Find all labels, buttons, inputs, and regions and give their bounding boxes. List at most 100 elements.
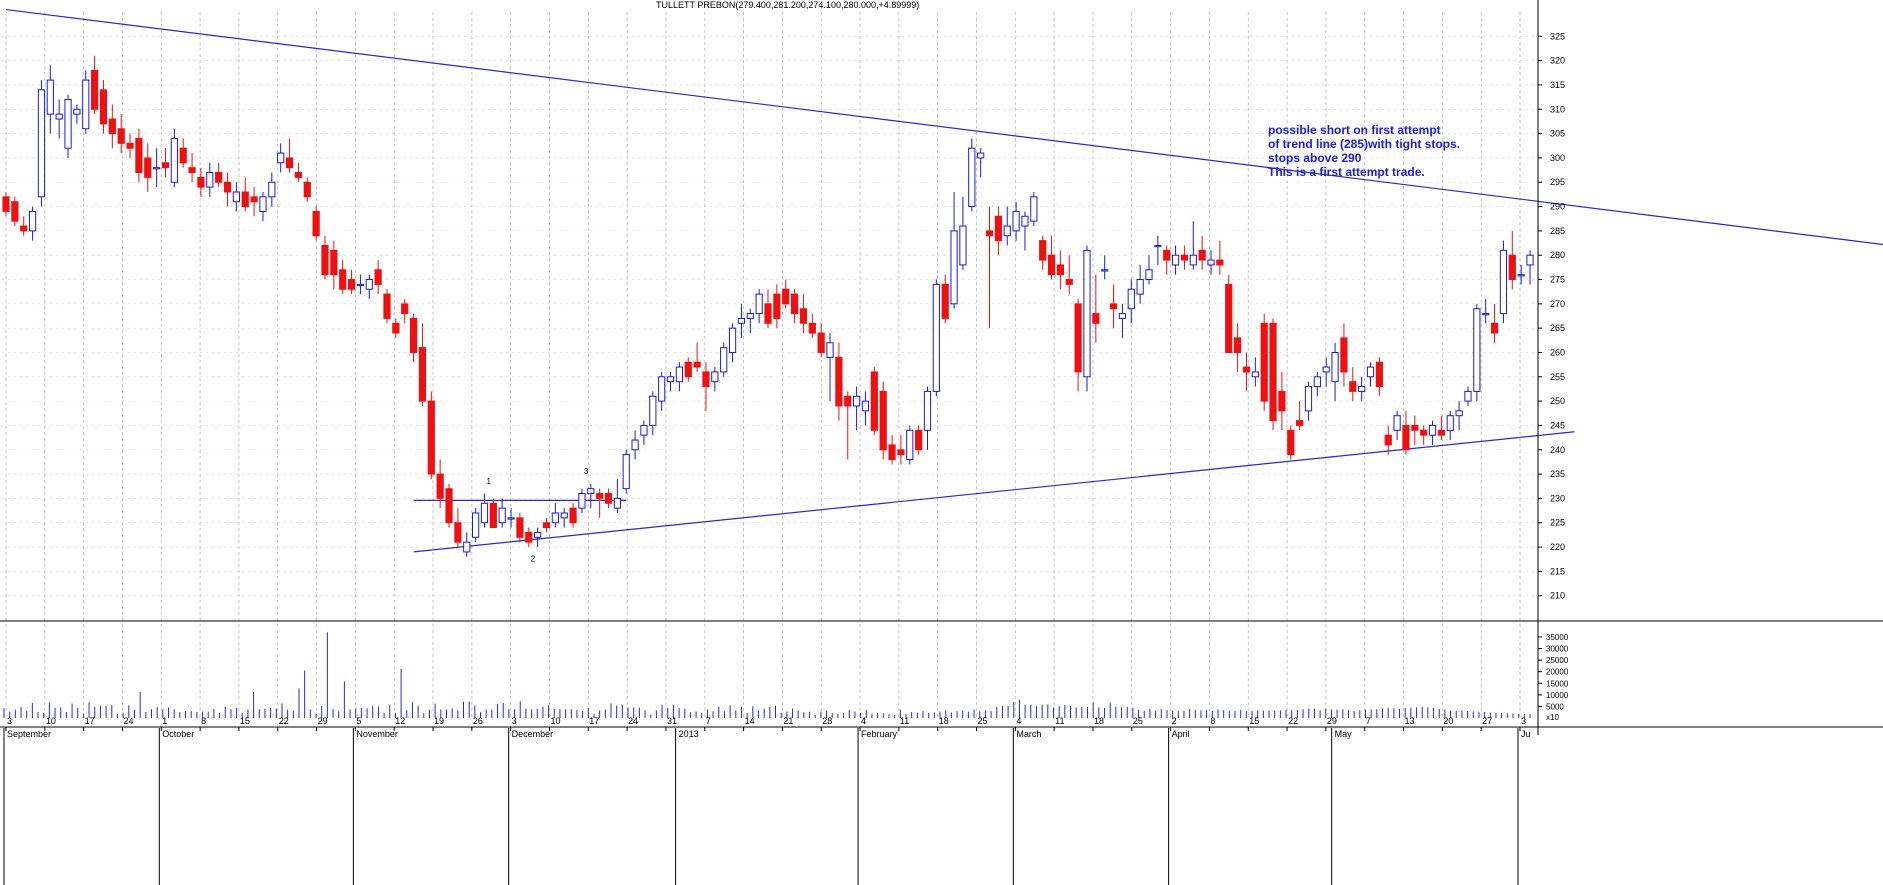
candle-body-up [1145, 269, 1153, 281]
price-tick-label: 255 [1550, 372, 1565, 382]
candle-body-down [1278, 390, 1286, 412]
candle-body-down [1180, 254, 1189, 261]
candle-body-down [489, 502, 497, 529]
candle-body-up [46, 79, 54, 115]
candle [188, 153, 196, 183]
candle [126, 133, 134, 158]
candle [197, 167, 205, 197]
candle [1234, 323, 1242, 372]
candle [1127, 279, 1135, 324]
candle-body-down [888, 444, 896, 460]
candle-body-down [321, 244, 329, 276]
candle [897, 435, 905, 465]
candle [578, 488, 586, 513]
note-line: of trend line (285)with tight stops. [1268, 137, 1460, 151]
candle [1074, 298, 1082, 392]
candle [1384, 425, 1392, 455]
candle-body-up [534, 531, 542, 538]
date-tick-label: 3 [512, 716, 517, 726]
candle [737, 303, 746, 338]
candle-body-down [994, 215, 1002, 242]
candle [472, 508, 480, 543]
candle [489, 498, 497, 529]
candle-body-down [454, 522, 462, 543]
price-tick-label: 235 [1550, 469, 1565, 479]
candle [409, 313, 418, 363]
candle [1304, 381, 1313, 421]
volume-tick-label: 5000 [1546, 702, 1564, 711]
price-tick-label: 230 [1550, 493, 1565, 503]
candle-body-down [223, 181, 232, 193]
candle-body-up [1012, 210, 1020, 232]
candle [1145, 255, 1153, 285]
candle [950, 191, 958, 309]
candle [1331, 342, 1339, 402]
candle [356, 274, 365, 295]
candle-body-down [1234, 337, 1242, 353]
date-tick-label: 10 [550, 716, 560, 726]
candle [1526, 250, 1534, 285]
candle [215, 162, 223, 188]
price-tick-label: 210 [1550, 591, 1565, 601]
candle-body-up [658, 376, 666, 402]
candle-body-up [587, 488, 595, 495]
candle [968, 138, 976, 212]
candle-body-up [906, 429, 914, 460]
candle [649, 391, 657, 436]
candle-body-up [1030, 196, 1038, 222]
candle [879, 381, 887, 460]
date-tick-label: 20 [1443, 716, 1453, 726]
candle-body-up [551, 512, 559, 524]
date-tick-label: 22 [279, 716, 289, 726]
candle-body-down [870, 371, 878, 431]
volume-tick-label: 15000 [1546, 679, 1569, 688]
candle [675, 362, 683, 392]
trendline-resistance [5, 8, 1883, 246]
candle-body-down [2, 196, 10, 212]
candle [817, 323, 825, 358]
candle-body-up [1118, 313, 1127, 319]
candle-body-up [923, 390, 932, 431]
candle-body-down [445, 488, 453, 524]
date-tick-label: 29 [318, 716, 328, 726]
candle [1278, 371, 1286, 431]
candle-body-down [161, 162, 170, 169]
candle-body-down [799, 308, 808, 324]
price-tick-label: 280 [1550, 250, 1565, 260]
candle [206, 162, 214, 197]
candle [1482, 298, 1490, 324]
candle-body-up [365, 279, 373, 290]
month-label: November [356, 729, 398, 739]
date-tick-label: 29 [1327, 716, 1337, 726]
candle-body-up [498, 507, 506, 524]
candle-body-down [392, 322, 400, 334]
month-label: March [1016, 729, 1041, 739]
candle-body-up [950, 230, 958, 305]
candle [1189, 221, 1197, 270]
candle-body-down [1225, 283, 1233, 353]
candle [853, 386, 861, 431]
candle-body-down [702, 371, 710, 388]
candle [330, 240, 338, 290]
candle-body-down [1508, 254, 1516, 281]
candle [259, 191, 267, 222]
candle [1109, 284, 1118, 329]
candle [870, 367, 878, 436]
candle-body-up [1189, 254, 1197, 266]
date-tick-label: 19 [434, 716, 444, 726]
candle-body-down [285, 157, 294, 169]
candle [277, 143, 285, 173]
candle [746, 308, 754, 334]
candle-body-down [1490, 322, 1499, 334]
candle-body-up [232, 191, 240, 203]
candle [1154, 235, 1162, 265]
candle [1163, 245, 1171, 275]
candle [1030, 191, 1038, 227]
candle [782, 279, 790, 309]
candle [1171, 245, 1180, 275]
date-tick-label: 22 [1288, 716, 1298, 726]
candle-body-up [1473, 308, 1481, 392]
date-tick-label: 11 [900, 716, 909, 726]
candle [463, 532, 471, 557]
